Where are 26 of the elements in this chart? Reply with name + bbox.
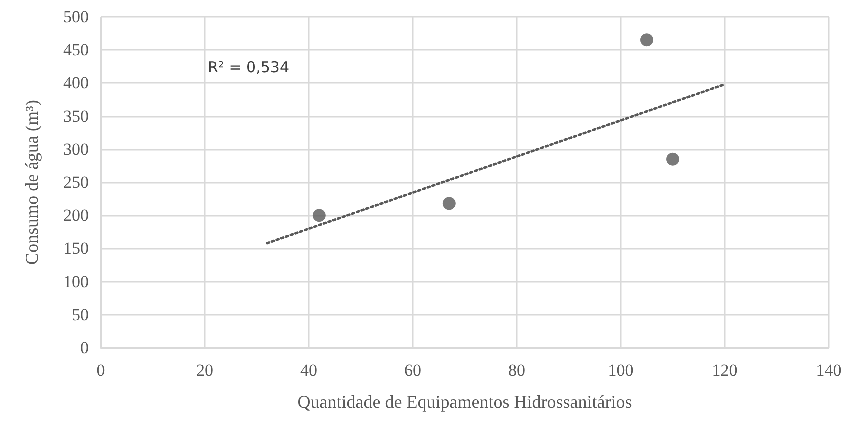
x-tick-label: 80 (508, 361, 526, 380)
x-axis-title: Quantidade de Equipamentos Hidrossanitários (298, 392, 632, 412)
y-tick-label: 400 (64, 74, 89, 93)
y-axis-title: Consumo de água (m³) (22, 100, 42, 265)
y-tick-label: 350 (64, 106, 89, 126)
y-tick-label: 250 (64, 173, 89, 192)
x-tick-label: 40 (300, 361, 318, 380)
y-tick-label: 50 (72, 305, 89, 324)
y-tick-label: 150 (64, 239, 89, 258)
y-tick-label: 100 (64, 272, 89, 292)
point (640, 34, 654, 47)
y-tick-label: 200 (64, 206, 89, 226)
x-tick-label: 20 (196, 361, 214, 380)
point (312, 209, 326, 222)
y-tick-label: 300 (64, 140, 89, 159)
x-tick-label: 0 (96, 361, 106, 380)
x-tick-label: 100 (608, 361, 634, 380)
y-tick-label: 500 (64, 8, 89, 26)
y-tick-label: 450 (64, 40, 89, 60)
annotation: R² = 0,534 (208, 58, 290, 76)
point (666, 152, 680, 166)
x-tick-label: 120 (712, 361, 738, 380)
x-tick-label: 140 (816, 361, 842, 380)
y-tick-label: 0 (80, 338, 89, 358)
point (442, 197, 456, 210)
x-tick-label: 60 (404, 361, 422, 380)
